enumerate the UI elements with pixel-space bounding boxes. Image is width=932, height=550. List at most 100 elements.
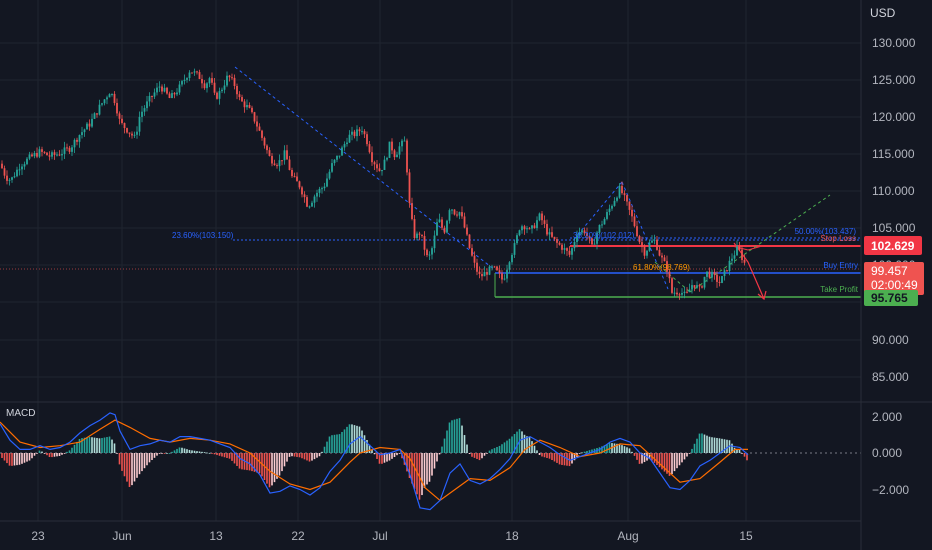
candle-body: [96, 113, 98, 115]
macd-histogram-bar: [376, 453, 378, 459]
macd-histogram-bar: [91, 437, 93, 453]
candle-body: [708, 271, 711, 278]
candle-body: [398, 146, 401, 155]
candle-body: [343, 144, 346, 148]
candle-body: [733, 255, 736, 259]
candle-body: [346, 142, 348, 145]
candle-body: [546, 223, 548, 235]
candle-body: [593, 243, 596, 245]
macd-histogram-bar: [63, 453, 66, 454]
macd-histogram-bar: [216, 453, 218, 456]
candle-body: [523, 226, 526, 230]
macd-histogram-bar: [233, 453, 236, 464]
macd-histogram-bar: [588, 450, 591, 453]
macd-histogram-bar: [108, 436, 111, 453]
candle-body: [528, 228, 531, 230]
candle-body: [213, 82, 216, 93]
candle-body: [596, 232, 598, 244]
candle-body: [491, 266, 493, 268]
macd-histogram-bar: [656, 453, 658, 465]
macd-histogram-bar: [186, 449, 188, 453]
candle-body: [101, 103, 103, 105]
macd-histogram-bar: [13, 453, 16, 466]
macd-histogram-bar: [478, 453, 481, 461]
macd-histogram-bar: [128, 453, 131, 487]
candle-body: [33, 153, 36, 157]
candle-body: [681, 292, 683, 295]
macd-histogram-bar: [1, 453, 3, 458]
candle-body: [81, 132, 83, 136]
candle-body: [406, 140, 408, 173]
macd-histogram-bar: [223, 453, 226, 458]
macd-histogram-bar: [11, 453, 13, 466]
macd-histogram-bar: [26, 453, 28, 462]
macd-histogram-bar: [438, 453, 441, 455]
candle-body: [78, 135, 81, 142]
candle-body: [326, 178, 328, 187]
candle-body: [126, 128, 128, 133]
candle-body: [121, 118, 123, 124]
candle-body: [246, 104, 248, 108]
macd-histogram-bar: [546, 453, 548, 458]
fib-swing-down: [621, 181, 669, 290]
macd-histogram-bar: [396, 453, 398, 456]
candle-body: [448, 210, 451, 221]
channel-line-upper: [689, 194, 831, 293]
candle-body: [6, 175, 8, 181]
macd-axis[interactable]: 2.000 0.000 −2.000: [872, 410, 909, 497]
macd-histogram-bar: [143, 453, 146, 469]
price-tick-label: 130.000: [872, 36, 916, 50]
macd-histogram-bar: [706, 435, 708, 453]
macd-histogram-bar: [696, 438, 698, 453]
macd-histogram-bar: [163, 453, 166, 454]
macd-histogram-bar: [403, 453, 406, 465]
candle-body: [1, 163, 3, 169]
candle-body: [521, 226, 523, 231]
candle-body: [338, 155, 341, 157]
macd-histogram-bar: [431, 453, 433, 476]
candle-body: [188, 72, 191, 79]
macd-histogram-bar: [346, 426, 348, 453]
candle-body: [76, 139, 78, 142]
countdown-text: 02:00:49: [871, 278, 918, 292]
candle-body: [561, 244, 563, 250]
candle-body: [56, 154, 58, 156]
macd-histogram-bar: [493, 448, 496, 453]
macd-histogram-bar: [411, 453, 413, 484]
macd-histogram-bar: [548, 453, 551, 459]
candle-body: [438, 219, 441, 223]
candle-body: [548, 232, 551, 235]
macd-histogram-bar: [131, 453, 133, 486]
macd-histogram-bar: [476, 453, 478, 459]
macd-histogram-bar: [716, 437, 718, 453]
stop-loss-label: Stop Loss: [820, 234, 856, 243]
macd-histogram-bar: [528, 437, 531, 453]
candle-body: [308, 206, 311, 208]
candle-body: [511, 254, 513, 263]
candle-body: [98, 104, 101, 115]
macd-histogram-bar: [161, 453, 163, 454]
macd-histogram-bar: [226, 453, 228, 458]
candle-body: [441, 219, 443, 228]
time-axis[interactable]: 23 Jun 13 22 Jul 18 Aug 15: [31, 529, 753, 543]
candle-body: [306, 197, 308, 207]
candle-body: [368, 144, 371, 153]
macd-histogram-bar: [256, 453, 258, 473]
macd-line: [0, 412, 749, 511]
time-tick-label: 22: [291, 529, 305, 543]
candle-body: [671, 278, 673, 293]
drawing-tools[interactable]: [233, 66, 861, 301]
macd-histogram-bar: [463, 435, 466, 453]
macd-histogram-bar: [231, 453, 233, 461]
candle-body: [341, 147, 343, 156]
price-tick-label: 85.000: [872, 370, 909, 384]
macd-histogram-bar: [513, 434, 516, 453]
macd-histogram-bar: [368, 444, 371, 453]
candle-body: [573, 242, 576, 249]
stop-price-text: 102.629: [871, 239, 915, 253]
candle-body: [408, 172, 411, 204]
candle-body: [28, 154, 31, 159]
candle-body: [271, 155, 273, 164]
